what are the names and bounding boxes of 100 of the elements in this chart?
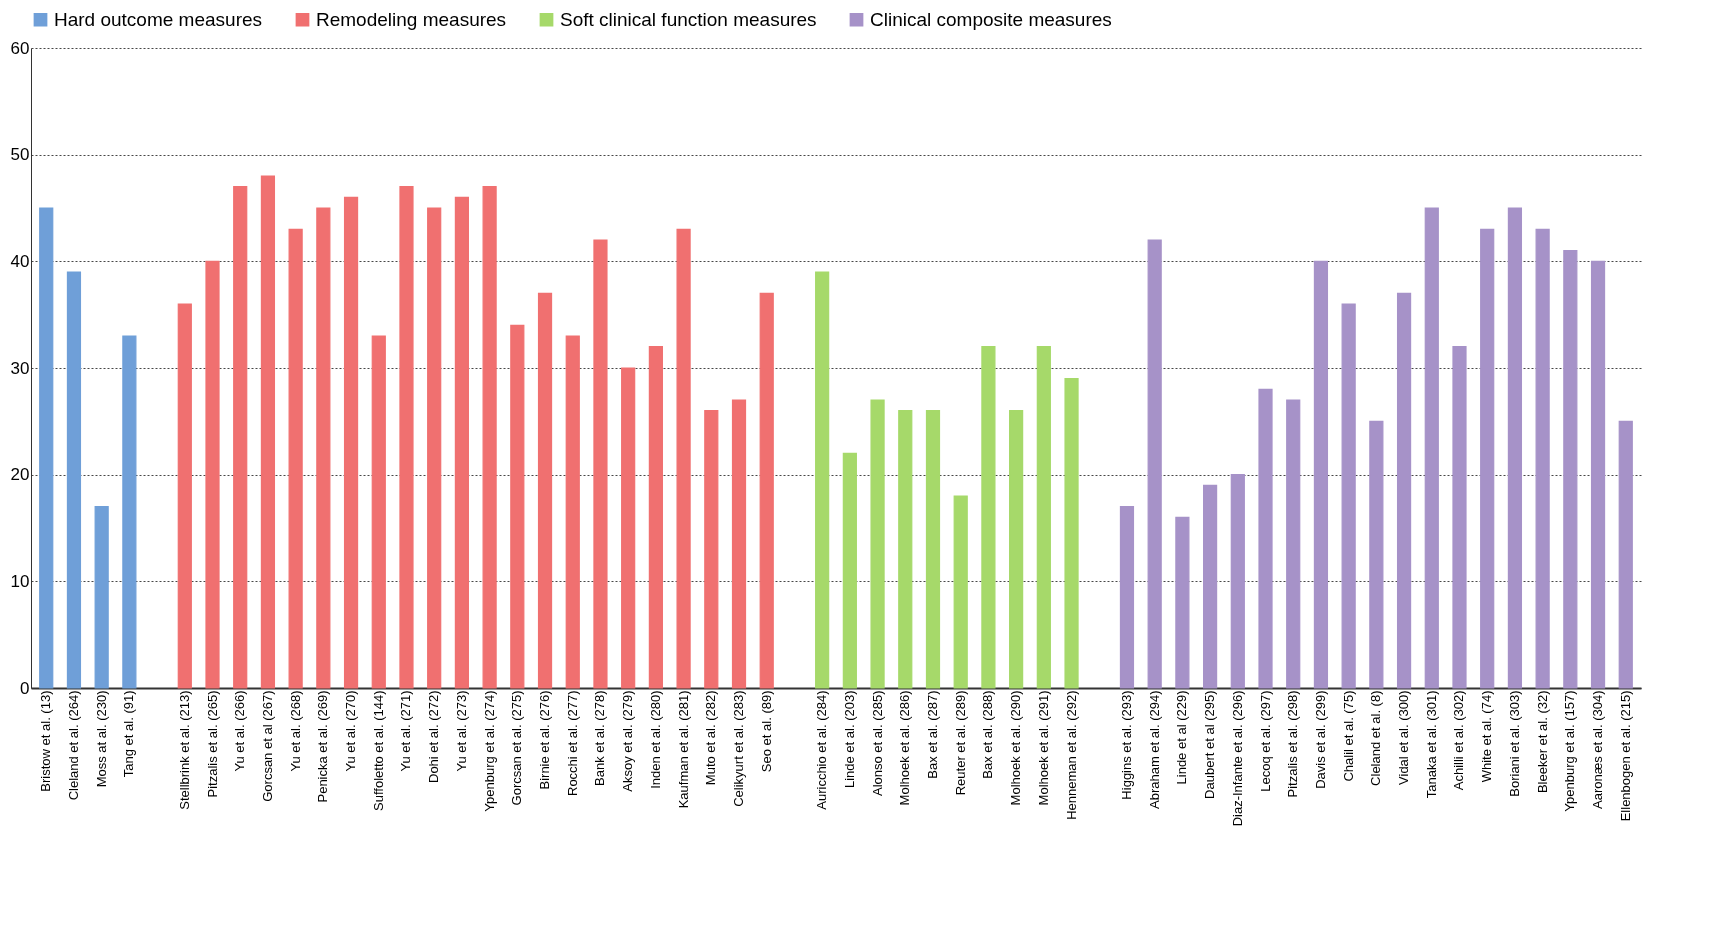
bar <box>205 260 220 689</box>
x-tick-label: Suffoletto et al. (144) <box>370 690 386 811</box>
x-tick-label: Davis et al. (299) <box>1312 690 1328 789</box>
x-tick-label: Linde et al. (203) <box>841 690 857 789</box>
bar <box>1452 346 1467 689</box>
x-tick-label: Yu et al. (271) <box>398 690 414 772</box>
bar <box>1203 484 1218 689</box>
x-tick-label: Abraham et al. (294) <box>1146 690 1162 810</box>
legend-label: Remodeling measures <box>316 8 507 30</box>
y-tick-label: 10 <box>10 571 30 591</box>
bar <box>1147 239 1162 689</box>
x-tick-label: Pitzalis et al. (298) <box>1285 690 1301 798</box>
bar <box>233 186 248 689</box>
bar <box>66 271 82 689</box>
x-tick-label: Gorcsan et al. (275) <box>509 690 525 806</box>
bar <box>1313 260 1329 689</box>
bar <box>981 346 996 689</box>
x-tick-label: Molhoek et al. (290) <box>1008 690 1024 806</box>
bar <box>399 186 414 689</box>
bar <box>260 175 276 689</box>
bar <box>842 452 857 689</box>
bar <box>288 228 303 689</box>
x-tick-label: Lecoq et al. (297) <box>1257 690 1273 792</box>
bar <box>1286 399 1301 689</box>
y-tick-label: 50 <box>10 145 30 165</box>
x-tick-label: Penicka et al. (269) <box>315 690 331 803</box>
x-tick-label: Moss at al. (230) <box>93 690 109 788</box>
x-tick-label: Chalil et al. (75) <box>1340 690 1356 782</box>
bar <box>731 399 747 689</box>
bar <box>593 239 608 689</box>
bar <box>704 410 719 689</box>
x-tick-label: Pitzalis et al. (265) <box>204 690 220 798</box>
x-tick-label: Ellenbogen et al. (215) <box>1617 690 1633 822</box>
x-tick-label: Dohi et al. (272) <box>426 690 442 783</box>
bar <box>925 410 941 689</box>
x-tick-label: Ypenburg et al. (157) <box>1562 690 1578 812</box>
x-tick-label: Tang et al. (91) <box>121 690 137 778</box>
x-tick-label: Vidal et al. (300) <box>1396 690 1412 785</box>
bar <box>510 324 525 689</box>
legend-label: Soft clinical function measures <box>560 8 817 30</box>
bar <box>1175 516 1190 689</box>
y-tick-label: 30 <box>10 358 30 378</box>
x-tick-label: Kaufman et al. (281) <box>675 690 691 809</box>
bar <box>648 346 663 689</box>
y-tick-label: 20 <box>10 465 30 485</box>
bar <box>870 399 885 689</box>
bar <box>343 196 359 689</box>
x-tick-label: Yu et al. (273) <box>453 690 469 772</box>
bar <box>371 335 386 689</box>
x-tick-label: Bristow et al. (13) <box>38 690 54 792</box>
bar <box>316 207 331 689</box>
x-tick-label: Diaz-Infante et al. (296) <box>1229 690 1245 827</box>
x-tick-label: Ypenburg et al. (274) <box>481 690 497 812</box>
y-tick-label: 60 <box>10 38 30 58</box>
legend-label: Hard outcome measures <box>54 8 263 30</box>
x-tick-label: Alonso et al. (285) <box>869 690 885 797</box>
bar <box>39 207 54 689</box>
x-tick-label: Seo et al. (89) <box>758 690 774 773</box>
x-tick-label: Yu et al. (268) <box>287 690 303 772</box>
x-tick-label: Auricchio et al. (284) <box>814 690 830 810</box>
bar <box>1230 474 1245 689</box>
x-tick-label: Cleland et al. (8) <box>1368 690 1384 786</box>
bar <box>1119 506 1135 689</box>
bar <box>177 303 192 689</box>
bar <box>1396 292 1412 689</box>
x-tick-label: Aksoy et al. (279) <box>620 690 636 792</box>
bar <box>1341 303 1356 689</box>
bar <box>1480 228 1495 689</box>
y-tick-label: 40 <box>10 251 30 271</box>
x-tick-label: Daubert et al (295) <box>1202 690 1218 799</box>
x-tick-label: Cleland et al. (264) <box>65 690 81 801</box>
bar <box>815 271 830 689</box>
bar <box>1590 260 1606 689</box>
bar <box>898 410 913 689</box>
x-tick-label: White et al. (74) <box>1479 690 1495 783</box>
x-tick-label: Stellbrink et al. (213) <box>176 690 192 810</box>
x-tick-label: Yu et al. (270) <box>343 690 359 772</box>
x-tick-label: Molhoek et al. (286) <box>897 690 913 806</box>
bar <box>621 367 636 689</box>
bar <box>565 335 580 689</box>
x-tick-label: Linde et al (229) <box>1174 690 1190 785</box>
x-tick-label: Bax et al. (288) <box>980 690 996 779</box>
bar <box>1618 420 1633 689</box>
bar <box>1369 420 1384 689</box>
x-tick-label: Bax et al. (287) <box>924 690 940 779</box>
x-tick-label: Bleeker et al. (32) <box>1534 690 1550 794</box>
bar <box>1036 346 1051 689</box>
x-tick-label: Aaronæs et al. (304) <box>1590 690 1606 810</box>
x-tick-label: Rocchi et al. (277) <box>564 690 580 796</box>
bar <box>122 335 137 689</box>
bar <box>1064 378 1079 689</box>
bar <box>94 506 109 689</box>
bar <box>1535 228 1550 689</box>
bar <box>676 228 691 689</box>
x-tick-label: Muto et al. (282) <box>703 690 719 786</box>
x-tick-label: Yu et al. (266) <box>232 690 248 772</box>
x-tick-label: Tanaka et al. (301) <box>1423 690 1439 799</box>
x-tick-label: Higgins et al. (293) <box>1118 690 1134 800</box>
x-tick-label: Henneman et al. (292) <box>1063 690 1079 820</box>
x-tick-label: Boriani et al. (303) <box>1506 690 1522 797</box>
